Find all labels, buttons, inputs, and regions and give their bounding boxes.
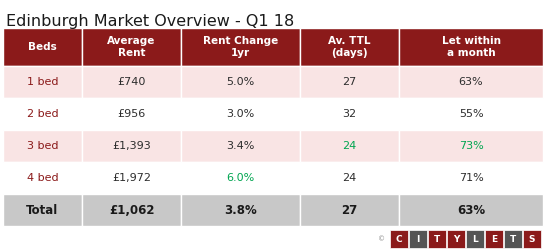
Bar — [390, 230, 408, 248]
Text: 27: 27 — [342, 204, 358, 216]
Text: 55%: 55% — [459, 109, 483, 119]
Bar — [300, 194, 399, 226]
Text: £956: £956 — [117, 109, 146, 119]
Text: £1,062: £1,062 — [109, 204, 154, 216]
Bar — [300, 66, 399, 98]
Bar — [82, 98, 181, 130]
Text: L: L — [472, 234, 478, 244]
Bar — [3, 66, 82, 98]
Bar — [399, 194, 543, 226]
Text: T: T — [510, 234, 516, 244]
Bar — [82, 28, 181, 66]
Text: E: E — [491, 234, 497, 244]
Text: S: S — [529, 234, 535, 244]
Bar — [181, 194, 300, 226]
Text: T: T — [434, 234, 440, 244]
Bar — [3, 162, 82, 194]
Text: 1 bed: 1 bed — [27, 77, 58, 87]
Bar — [3, 194, 82, 226]
Bar — [399, 28, 543, 66]
Bar — [409, 230, 427, 248]
Bar — [3, 98, 82, 130]
Text: 3.4%: 3.4% — [226, 141, 255, 151]
Text: 3.0%: 3.0% — [227, 109, 255, 119]
Text: 24: 24 — [342, 173, 356, 183]
Bar — [181, 130, 300, 162]
Bar — [181, 98, 300, 130]
Text: £740: £740 — [117, 77, 146, 87]
Text: ©: © — [378, 236, 386, 242]
Bar — [300, 130, 399, 162]
Bar — [181, 28, 300, 66]
Bar — [3, 28, 82, 66]
Bar — [447, 230, 465, 248]
Text: 73%: 73% — [459, 141, 483, 151]
Bar — [181, 66, 300, 98]
Bar — [485, 230, 503, 248]
Bar — [82, 162, 181, 194]
Text: 27: 27 — [342, 77, 356, 87]
Bar — [82, 194, 181, 226]
Bar — [181, 162, 300, 194]
Bar — [3, 130, 82, 162]
Text: 3.8%: 3.8% — [224, 204, 257, 216]
Bar — [399, 66, 543, 98]
Text: 24: 24 — [342, 141, 356, 151]
Bar — [300, 28, 399, 66]
Text: 71%: 71% — [459, 173, 483, 183]
Bar — [300, 98, 399, 130]
Text: 32: 32 — [343, 109, 356, 119]
Bar — [300, 162, 399, 194]
Text: 63%: 63% — [457, 204, 485, 216]
Text: 2 bed: 2 bed — [27, 109, 58, 119]
Text: Beds: Beds — [28, 42, 57, 52]
Text: C: C — [395, 234, 402, 244]
Bar — [523, 230, 541, 248]
Text: Average
Rent: Average Rent — [107, 36, 156, 58]
Bar — [428, 230, 446, 248]
Bar — [399, 162, 543, 194]
Bar — [82, 130, 181, 162]
Text: 63%: 63% — [459, 77, 483, 87]
Text: I: I — [416, 234, 420, 244]
Bar — [504, 230, 522, 248]
Bar — [399, 98, 543, 130]
Text: Rent Change
1yr: Rent Change 1yr — [203, 36, 278, 58]
Text: Y: Y — [453, 234, 459, 244]
Bar — [466, 230, 484, 248]
Text: £1,972: £1,972 — [112, 173, 151, 183]
Bar — [399, 130, 543, 162]
Text: Total: Total — [26, 204, 59, 216]
Text: Av. TTL
(days): Av. TTL (days) — [328, 36, 371, 58]
Bar — [82, 66, 181, 98]
Text: Let within
a month: Let within a month — [442, 36, 500, 58]
Text: Edinburgh Market Overview - Q1 18: Edinburgh Market Overview - Q1 18 — [6, 14, 294, 29]
Text: £1,393: £1,393 — [112, 141, 151, 151]
Text: 4 bed: 4 bed — [27, 173, 58, 183]
Text: 5.0%: 5.0% — [227, 77, 255, 87]
Text: 3 bed: 3 bed — [27, 141, 58, 151]
Text: 6.0%: 6.0% — [227, 173, 255, 183]
